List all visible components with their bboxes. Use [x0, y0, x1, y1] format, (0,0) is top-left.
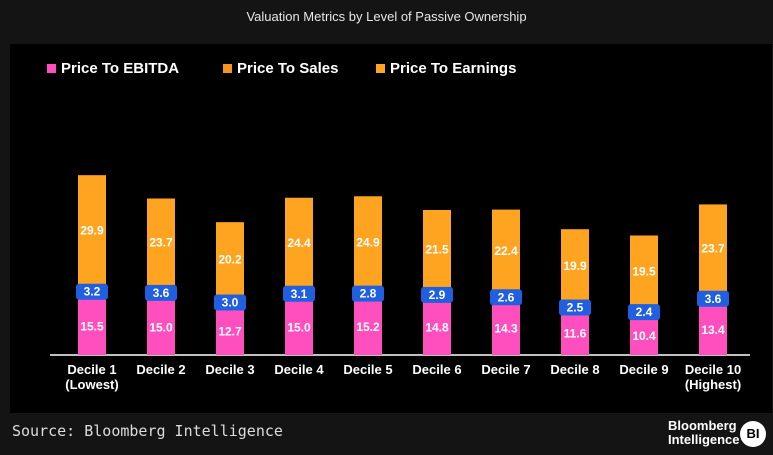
label-ebitda-5: 15.2 — [356, 320, 380, 334]
label-earnings-2: 23.7 — [149, 235, 173, 249]
chart-title: Valuation Metrics by Level of Passive Ow… — [246, 9, 527, 24]
label-earnings-6: 21.5 — [425, 243, 449, 257]
legend-label-3: Price To Earnings — [390, 60, 516, 77]
label-sales-7: 2.6 — [498, 290, 515, 304]
plot-panel: Price To EBITDA Price To Sales Price To Ea… — [10, 44, 772, 413]
label-box-sales-9 — [628, 304, 660, 321]
label-box-sales-7 — [490, 289, 522, 306]
label-box-sales-8 — [559, 299, 591, 316]
bar-earnings-3 — [216, 222, 244, 297]
label-earnings-7: 22.4 — [494, 244, 518, 258]
label-ebitda-8: 11.6 — [564, 327, 587, 341]
x-tick-label-4: Decile 4 — [274, 362, 324, 377]
bar-ebitda-4 — [285, 299, 313, 355]
label-sales-2: 3.6 — [153, 286, 170, 300]
label-earnings-1: 29.9 — [80, 223, 104, 237]
x-tick-label-2: Decile 2 — [136, 362, 185, 377]
bar-earnings-7 — [492, 209, 520, 293]
label-earnings-10: 23.7 — [701, 241, 725, 255]
label-ebitda-6: 14.8 — [425, 321, 449, 335]
bar-chart: Price To EBITDA Price To Sales Price To Ea… — [47, 60, 750, 392]
bar-ebitda-9 — [630, 316, 658, 355]
bar-earnings-8 — [561, 229, 589, 303]
label-sales-8: 2.5 — [567, 300, 584, 314]
label-ebitda-2: 15.0 — [149, 320, 173, 334]
x-tick-label-9: Decile 9 — [619, 362, 668, 377]
label-box-sales-5 — [352, 285, 384, 302]
label-box-sales-4 — [283, 285, 315, 302]
bar-earnings-4 — [285, 197, 313, 289]
x-tick-label-10: Decile 10 — [685, 362, 741, 377]
label-ebitda-10: 13.4 — [701, 323, 725, 337]
x-tick-label-1-sub: (Lowest) — [65, 377, 118, 392]
bar-ebitda-8 — [561, 312, 589, 355]
brand-line-1: Bloomberg — [668, 418, 737, 433]
bar-ebitda-3 — [216, 308, 244, 355]
label-sales-4: 3.1 — [291, 287, 308, 301]
legend-label-1: Price To EBITDA — [61, 60, 179, 77]
source-note: Source: Bloomberg Intelligence — [12, 422, 283, 440]
label-earnings-4: 24.4 — [287, 236, 311, 250]
label-box-sales-2 — [145, 284, 177, 301]
x-tick-label-3: Decile 3 — [205, 362, 254, 377]
label-ebitda-3: 12.7 — [218, 325, 242, 339]
label-box-sales-6 — [421, 286, 453, 303]
legend-swatch-3 — [376, 64, 385, 73]
brand-line-2: Intelligence — [668, 432, 740, 447]
label-ebitda-7: 14.3 — [494, 322, 518, 336]
label-ebitda-9: 10.4 — [632, 329, 656, 343]
brand-logo-text: Bloomberg Intelligence — [668, 419, 740, 447]
bar-earnings-1 — [78, 175, 106, 286]
bar-ebitda-1 — [78, 297, 106, 355]
label-ebitda-1: 15.5 — [80, 319, 104, 333]
bar-earnings-10 — [699, 204, 727, 293]
bar-earnings-9 — [630, 235, 658, 308]
label-box-sales-3 — [214, 294, 246, 311]
bar-ebitda-2 — [147, 299, 175, 355]
bar-earnings-5 — [354, 196, 382, 289]
x-tick-label-6: Decile 6 — [412, 362, 461, 377]
label-sales-9: 2.4 — [636, 305, 653, 319]
bar-ebitda-7 — [492, 302, 520, 355]
legend-swatch-2 — [223, 64, 232, 73]
label-earnings-5: 24.9 — [356, 235, 380, 249]
legend-swatch-1 — [47, 64, 56, 73]
label-sales-10: 3.6 — [705, 292, 722, 306]
x-tick-label-10-sub: (Highest) — [685, 377, 741, 392]
x-tick-label-7: Decile 7 — [481, 362, 530, 377]
label-earnings-8: 19.9 — [563, 259, 587, 273]
x-tick-label-8: Decile 8 — [550, 362, 599, 377]
x-tick-label-5: Decile 5 — [343, 362, 392, 377]
label-box-sales-10 — [697, 290, 729, 307]
bar-earnings-6 — [423, 209, 451, 290]
label-earnings-9: 19.5 — [632, 265, 656, 279]
label-sales-1: 3.2 — [84, 285, 101, 299]
bar-ebitda-5 — [354, 298, 382, 355]
label-sales-3: 3.0 — [222, 295, 239, 309]
label-sales-5: 2.8 — [360, 287, 377, 301]
legend-label-2: Price To Sales — [237, 60, 338, 77]
label-sales-6: 2.9 — [429, 288, 446, 302]
label-earnings-3: 20.2 — [218, 253, 242, 267]
label-box-sales-1 — [76, 283, 108, 300]
bar-ebitda-10 — [699, 305, 727, 355]
bar-ebitda-6 — [423, 300, 451, 355]
x-tick-label-1: Decile 1 — [67, 362, 116, 377]
bar-earnings-2 — [147, 198, 175, 287]
brand-badge-icon: BI — [740, 421, 766, 447]
label-ebitda-4: 15.0 — [287, 320, 311, 334]
